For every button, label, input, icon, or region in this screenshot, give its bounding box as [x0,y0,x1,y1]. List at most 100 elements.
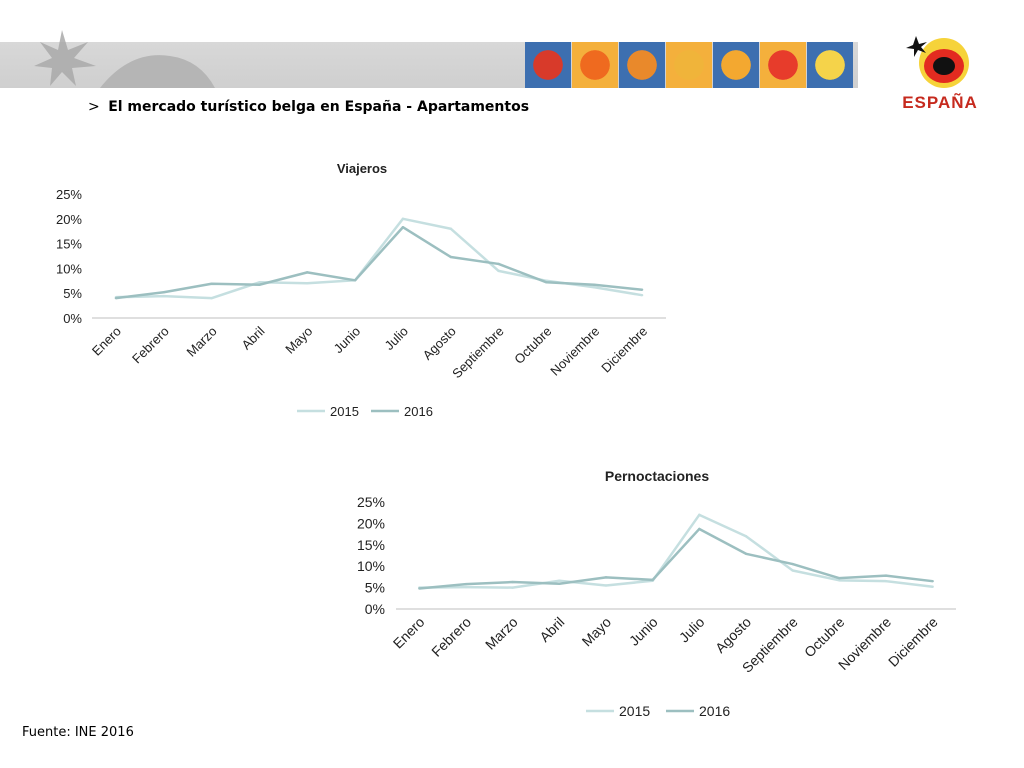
data-point [449,255,452,259]
y-tick-label: 25% [56,187,82,202]
chart-viajeros-svg: Viajeros 0% 5% 10% 15% 20% 25% Enero Febrero Marz… [56,161,666,419]
data-point [744,535,748,538]
y-tick-label: 15% [56,237,82,252]
data-point [931,585,934,588]
x-tick-label: Marzo [184,324,220,360]
data-point [497,262,500,266]
data-point [651,578,654,582]
x-tick-label: Agosto [712,614,754,656]
data-point [258,281,261,284]
data-point [353,279,357,282]
legend: 2015 2016 [297,404,433,419]
series-line-2016 [115,225,643,300]
legend: 2015 2016 [586,703,730,719]
y-tick-label: 5% [63,286,82,301]
data-point [210,296,213,300]
data-point [545,281,548,284]
legend-label: 2015 [619,703,650,719]
data-point [306,271,309,274]
y-tick-label: 5% [365,580,385,596]
x-tick-label: Octubre [511,324,554,367]
x-tick-label: Diciembre [885,614,941,670]
y-tick-label: 20% [56,212,82,227]
y-tick-label: 0% [63,311,82,326]
chart-title: Pernoctaciones [605,468,709,484]
color-tile [713,42,759,88]
chart-pernoctaciones: Pernoctaciones 0% 5% 10% 15% 20% 25% Enero Febre… [350,462,970,727]
data-point [258,283,261,286]
logo-wordmark: ESPAÑA [902,92,978,112]
svg-text:ESPAÑA: ESPAÑA [902,92,978,112]
legend-label: 2016 [699,703,730,719]
data-point [306,282,309,285]
data-point [604,576,608,579]
data-point [162,291,165,294]
data-point [162,294,165,298]
data-point [698,527,701,531]
y-tick-label: 0% [365,601,385,617]
data-point [464,582,468,586]
y-tick-label: 10% [56,261,82,276]
data-point [640,288,644,291]
data-point [449,227,452,230]
x-tick-label: Enero [89,324,124,359]
color-tile [525,42,571,88]
data-point [931,579,934,583]
x-tick-label: Abril [239,323,268,352]
x-tick-label: Agosto [420,324,459,363]
data-point [497,269,500,273]
x-tick-label: Octubre [801,614,848,661]
y-tick-label: 20% [357,515,385,531]
x-tick-label: Mayo [282,324,315,357]
y-tick-label: 25% [357,494,385,510]
color-tile [760,42,806,88]
color-tiles [525,42,854,88]
chart-title: Viajeros [337,161,387,176]
data-point [593,283,596,286]
data-point [744,552,748,555]
data-point [464,585,468,589]
x-tick-label: Junio [331,324,364,357]
data-point [838,579,841,582]
data-point [558,582,561,585]
x-tick-label: Febrero [129,324,172,367]
data-point [558,579,561,582]
x-tick-label: Marzo [482,614,521,653]
x-tick-label: Septiembre [449,324,507,382]
data-point [401,226,405,229]
x-tick-label: Diciembre [598,324,650,376]
color-tile [807,42,853,88]
chart-viajeros: Viajeros 0% 5% 10% 15% 20% 25% Enero Febrero Marz… [40,150,690,430]
source-note: Fuente: INE 2016 [22,725,134,740]
data-point [791,569,794,572]
color-tile [619,42,665,88]
x-tick-label: Julio [676,614,708,646]
data-point [114,296,118,300]
data-point [884,574,888,577]
data-point [511,580,514,584]
banner-decoration-icon [34,30,215,88]
data-point [511,586,514,589]
x-tick-label: Febrero [428,614,474,660]
color-tile [572,42,618,88]
data-point [418,587,421,590]
data-point [604,584,608,587]
x-tick-label: Enero [390,614,428,652]
data-point [640,293,644,297]
color-tile [666,42,712,88]
data-point [401,217,405,220]
title-arrow: > [88,99,100,115]
title-text: El mercado turístico belga en España - A… [108,99,530,115]
x-tick-label: Abril [536,614,567,645]
page-title: > El mercado turístico belga en España -… [88,99,529,115]
x-tick-label: Noviembre [547,324,602,379]
y-tick-label: 15% [357,537,385,553]
data-point [698,513,701,517]
data-point [884,579,888,583]
data-point [593,286,596,289]
x-tick-label: Julio [382,324,412,354]
data-point [838,576,841,580]
x-tick-label: Mayo [579,614,615,650]
legend-label: 2016 [404,404,433,419]
data-point [791,562,794,566]
